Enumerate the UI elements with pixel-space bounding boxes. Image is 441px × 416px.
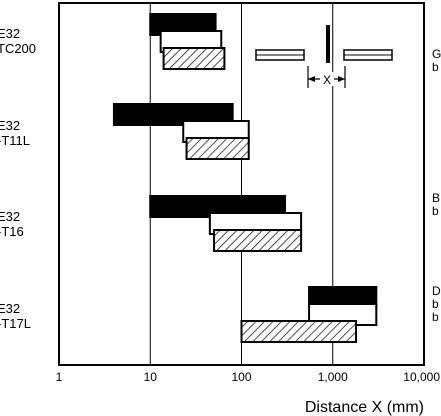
category-label-3: E32-T16 — [0, 209, 24, 239]
x-tick-100: 100 — [231, 370, 251, 384]
bar-hatched-1 — [164, 48, 225, 69]
x-axis-label: Distance X (mm) — [305, 399, 424, 416]
bars — [114, 14, 376, 342]
category-label-4: E32 -T17L — [0, 301, 31, 331]
x-tick-10: 10 — [144, 370, 158, 384]
bar-hatched-3 — [214, 230, 301, 251]
x-tick-1: 1 — [56, 370, 63, 384]
bar-hatched-4 — [242, 321, 357, 342]
inset-x-label: X — [323, 73, 331, 87]
category-label-2: E32 -T11L — [0, 118, 30, 148]
x-tick-1000: 1,000 — [318, 370, 348, 384]
sensor-inset-diagram: X — [256, 25, 392, 88]
x-tick-labels: 1 10 100 1,000 10,000 — [56, 370, 441, 384]
bar-hatched-2 — [187, 138, 249, 159]
category-label-1: E32 TC200 — [0, 26, 36, 56]
x-tick-10000: 10,000 — [403, 370, 440, 384]
